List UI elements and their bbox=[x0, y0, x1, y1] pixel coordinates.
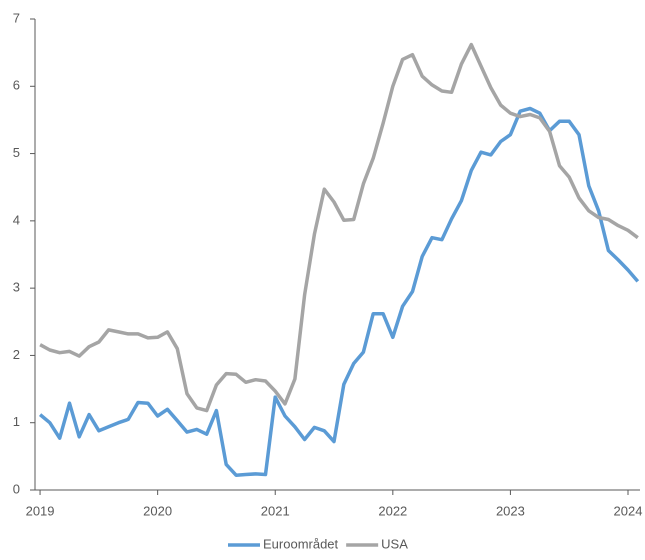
series-line bbox=[39, 42, 639, 413]
y-tick-label: 6 bbox=[13, 78, 20, 93]
x-tick-label: 2021 bbox=[261, 503, 290, 518]
y-tick-label: 2 bbox=[13, 347, 20, 362]
x-tick-label: 2023 bbox=[496, 503, 525, 518]
x-tick-label: 2022 bbox=[378, 503, 407, 518]
x-tick-label: 2019 bbox=[26, 503, 55, 518]
x-tick-label: 2020 bbox=[143, 503, 172, 518]
y-tick-label: 0 bbox=[13, 481, 20, 496]
y-tick-label: 5 bbox=[13, 145, 20, 160]
y-tick-label: 3 bbox=[13, 280, 20, 295]
legend-label: Euroområdet bbox=[263, 536, 339, 551]
y-tick-label: 1 bbox=[13, 414, 20, 429]
y-tick-label: 7 bbox=[13, 10, 20, 25]
series-line bbox=[38, 106, 640, 477]
x-tick-label: 2024 bbox=[614, 503, 643, 518]
y-tick-label: 4 bbox=[13, 212, 20, 227]
legend-label: USA bbox=[381, 536, 408, 551]
